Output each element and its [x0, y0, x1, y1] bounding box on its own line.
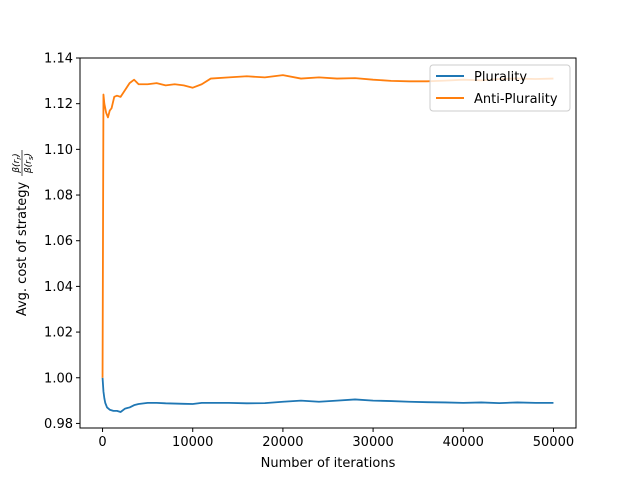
- y-tick-label: 1.12: [44, 97, 73, 112]
- legend-label-anti-plurality: Anti-Plurality: [474, 92, 558, 107]
- svg-text:β(rr): β(rr): [12, 153, 23, 173]
- y-tick-label: 1.00: [44, 371, 73, 386]
- x-axis-label: Number of iterations: [261, 456, 396, 471]
- axes-layer: [79, 57, 577, 429]
- series-layer: [101, 74, 554, 413]
- legend-label-plurality: Plurality: [474, 70, 527, 85]
- ticks-layer: 0 10000 20000 30000 40000 50000 0.98 1.00 1.02 1.…: [44, 52, 574, 451]
- y-tick-label: 1.06: [44, 234, 73, 249]
- x-tick-label: 10000: [172, 435, 213, 450]
- x-tick-label: 40000: [443, 435, 484, 450]
- y-tick-label: 1.04: [44, 280, 73, 295]
- legend-box: [429, 64, 571, 112]
- y-axis-label-numerator-sub: r: [15, 156, 23, 160]
- series-line-anti-plurality: [101, 74, 554, 378]
- y-axis-label-numerator: β(r: [12, 158, 22, 173]
- y-tick-label: 1.08: [44, 189, 73, 204]
- y-axis-label-denominator-sub: s: [27, 156, 35, 160]
- plot-frame: [79, 57, 577, 429]
- y-tick-label: 1.02: [44, 326, 73, 341]
- y-tick-label: 0.98: [44, 417, 73, 432]
- y-tick-label: 1.10: [44, 143, 73, 158]
- x-tick-label: 0: [98, 435, 106, 450]
- y-axis-label-main: Avg. cost of strategy: [15, 182, 30, 317]
- svg-text:β(rs): β(rs): [24, 153, 35, 174]
- y-axis-label: Avg. cost of strategy β(rr) β(rs): [12, 150, 35, 316]
- x-tick-label: 50000: [533, 435, 574, 450]
- series-line-plurality: [101, 377, 554, 413]
- y-axis-label-denominator: β(r: [24, 159, 34, 174]
- x-tick-label: 20000: [262, 435, 303, 450]
- legend: Plurality Anti-Plurality: [429, 64, 571, 112]
- x-tick-label: 30000: [352, 435, 393, 450]
- y-tick-label: 1.14: [44, 52, 73, 67]
- svg-text:Avg. cost of strategy: Avg. cost of strategy: [15, 182, 30, 317]
